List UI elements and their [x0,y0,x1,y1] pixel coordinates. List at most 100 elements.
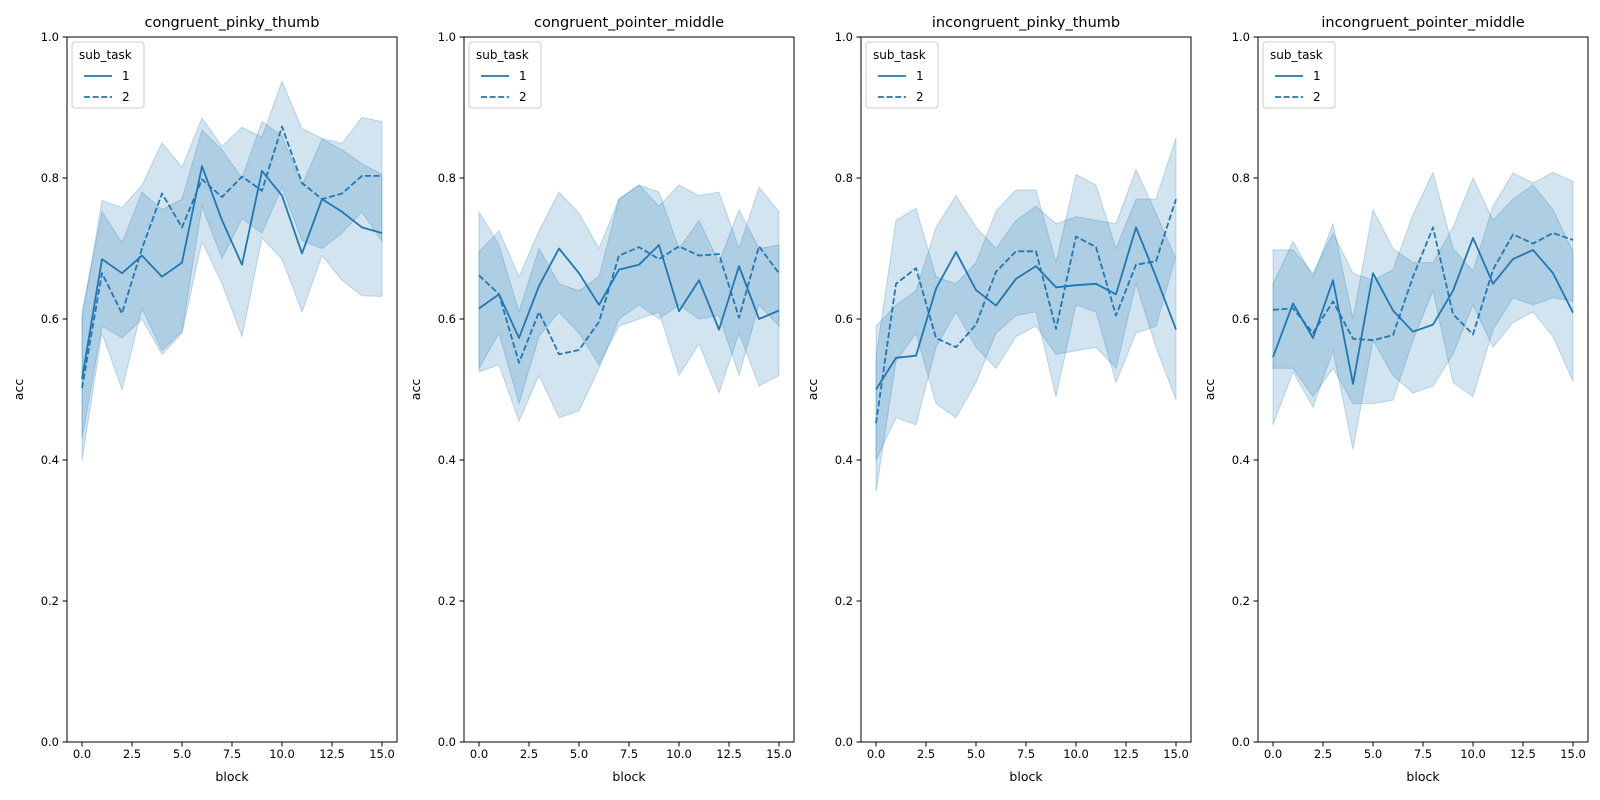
y-tick-label: 0.2 [438,594,456,608]
panel-2: incongruent_pinky_thumb 0.0 2.5 5.0 7.5 10.0 1… [805,15,1192,784]
plot-area [478,184,780,423]
x-tick-label: 15.0 [369,747,395,761]
legend: sub_task 1 2 [468,41,542,109]
x-tick-label: 15.0 [1560,747,1586,761]
x-tick-label: 10.0 [1460,747,1486,761]
panel-title: incongruent_pointer_middle [1321,15,1524,31]
x-tick-label: 5.0 [173,747,191,761]
legend: sub_task 1 2 [71,41,145,109]
plot-area [875,137,1177,492]
x-tick-label: 12.5 [716,747,742,761]
x-tick-label: 7.5 [620,747,638,761]
x-tick-label: 2.5 [123,747,141,761]
legend: sub_task 1 2 [1262,41,1336,109]
legend-label-1: 1 [519,69,527,83]
y-tick-label: 1.0 [835,30,853,44]
y-tick-label: 0.0 [41,735,59,749]
legend-title: sub_task [476,48,529,62]
x-tick-label: 0.0 [470,747,488,761]
y-tick-label: 0.0 [1232,735,1250,749]
x-tick-label: 2.5 [1314,747,1332,761]
x-axis-label: block [612,769,646,784]
x-tick-label: 10.0 [1063,747,1089,761]
x-tick-label: 0.0 [867,747,885,761]
y-tick-label: 0.8 [1232,171,1250,185]
legend-title: sub_task [873,48,926,62]
y-tick-label: 0.2 [1232,594,1250,608]
legend-label-2: 2 [122,90,130,104]
y-tick-label: 0.2 [835,594,853,608]
y-axis-label: acc [805,379,820,401]
x-tick-label: 2.5 [917,747,935,761]
x-tick-label: 2.5 [520,747,538,761]
series-line-2 [478,245,780,364]
x-tick-label: 0.0 [1264,747,1282,761]
x-tick-label: 0.0 [73,747,91,761]
series-line-2 [1272,226,1574,342]
legend-title: sub_task [79,48,132,62]
x-tick-label: 5.0 [1364,747,1382,761]
panel-title: congruent_pinky_thumb [145,15,320,31]
ci-band-series-1 [478,184,780,406]
legend: sub_task 1 2 [865,41,939,109]
series-line-1 [1272,236,1574,385]
ci-band-series-2 [1272,170,1574,405]
x-axis-label: block [215,769,249,784]
legend-title: sub_task [1270,48,1323,62]
legend-label-2: 2 [1313,90,1321,104]
legend-box [468,41,542,109]
panel-title: incongruent_pinky_thumb [932,15,1120,31]
y-tick-label: 0.4 [41,453,59,467]
x-tick-label: 10.0 [666,747,692,761]
y-axis-label: acc [11,379,26,401]
y-tick-label: 0.6 [1232,312,1250,326]
series-line-1 [81,165,383,380]
x-tick-label: 5.0 [570,747,588,761]
legend-box [1262,41,1336,109]
x-tick-label: 15.0 [766,747,792,761]
x-tick-label: 7.5 [1017,747,1035,761]
y-axis-label: acc [1202,379,1217,401]
x-tick-label: 15.0 [1163,747,1189,761]
x-tick-label: 12.5 [1113,747,1139,761]
y-tick-label: 0.0 [835,735,853,749]
legend-label-1: 1 [1313,69,1321,83]
y-tick-label: 0.4 [835,453,853,467]
plot-area [81,80,383,461]
y-tick-label: 1.0 [1232,30,1250,44]
x-tick-label: 7.5 [223,747,241,761]
x-tick-label: 12.5 [319,747,345,761]
ci-band-series-1 [81,120,383,439]
series-line-2 [81,125,382,389]
x-axis-label: block [1406,769,1440,784]
plot-area [1272,170,1574,450]
legend-label-2: 2 [519,90,527,104]
y-tick-label: 0.6 [41,312,59,326]
y-axis-label: acc [408,379,423,401]
ci-band-series-1 [1272,176,1574,450]
x-tick-label: 5.0 [967,747,985,761]
y-tick-label: 0.0 [438,735,456,749]
x-tick-label: 10.0 [269,747,295,761]
y-tick-label: 0.8 [438,171,456,185]
y-tick-label: 0.8 [835,171,853,185]
y-tick-label: 0.6 [438,312,456,326]
y-tick-label: 0.4 [1232,453,1250,467]
legend-label-1: 1 [122,69,130,83]
y-tick-label: 0.4 [438,453,456,467]
panel-title: congruent_pointer_middle [534,15,724,31]
ci-band-series-2 [875,137,1177,492]
y-tick-label: 0.8 [41,171,59,185]
ci-band-series-2 [81,80,383,461]
y-tick-label: 1.0 [41,30,59,44]
ci-band-series-1 [875,168,1177,461]
x-tick-label: 7.5 [1414,747,1432,761]
ci-band-series-2 [478,184,780,423]
x-tick-label: 12.5 [1510,747,1536,761]
legend-label-2: 2 [916,90,924,104]
legend-box [71,41,145,109]
